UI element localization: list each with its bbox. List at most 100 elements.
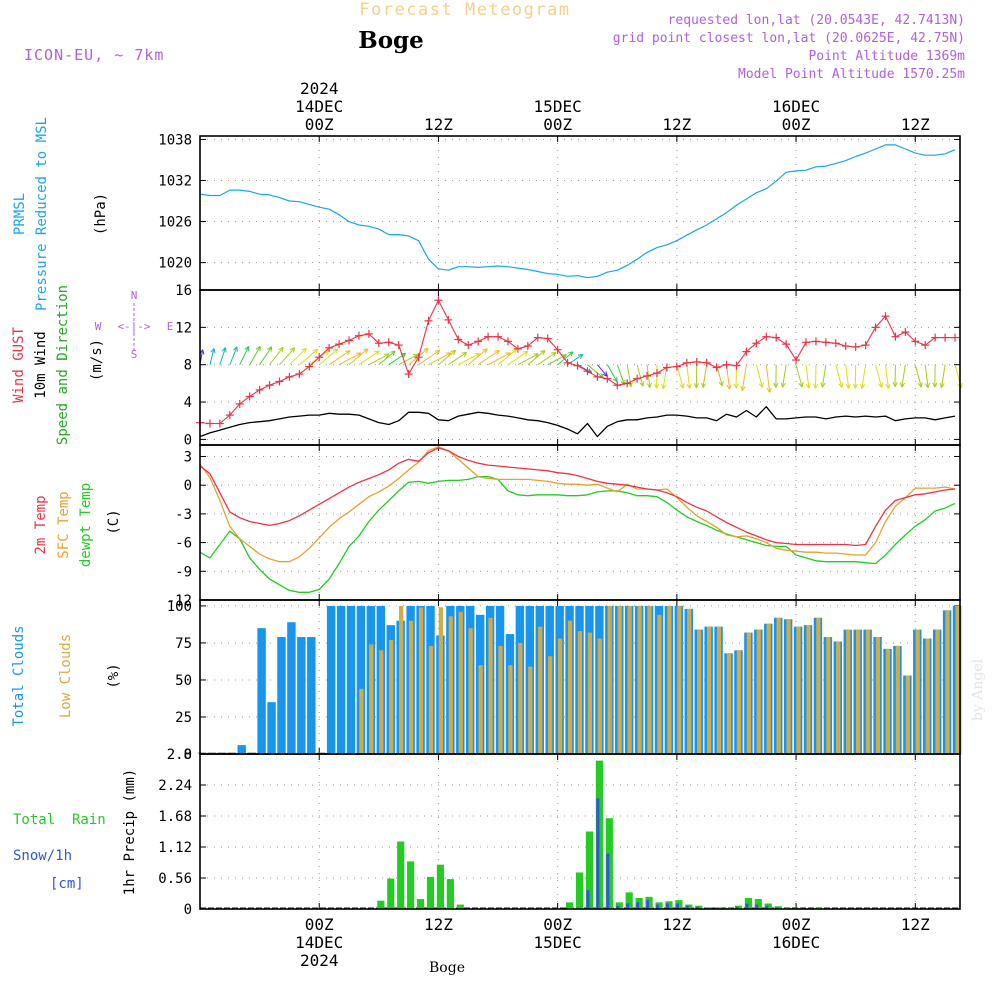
wind-arrow-head xyxy=(244,345,249,350)
compass-south: S xyxy=(131,348,138,361)
wind-arrow xyxy=(924,364,929,388)
wind-arrow xyxy=(636,364,644,387)
low-cloud-bar xyxy=(617,605,622,754)
wind-arrow-head xyxy=(679,384,684,389)
top-time-label: 15DEC xyxy=(534,97,582,116)
low-cloud-bar xyxy=(607,605,612,754)
snow-bar xyxy=(586,890,590,909)
watermark: by Angel xyxy=(970,658,986,721)
wind-arrow-head xyxy=(484,348,488,354)
temp-ytick-label: -6 xyxy=(175,536,192,552)
wind-arrow-head xyxy=(482,348,488,351)
wind-arrow-head xyxy=(920,382,923,388)
rain-bar xyxy=(575,872,584,909)
wind-arrow-head xyxy=(845,384,850,389)
snow-bar xyxy=(636,902,640,909)
snow-bar xyxy=(606,853,610,909)
bottom-time-label: 12Z xyxy=(424,915,453,934)
grid-point-coords: grid point closest lon,lat (20.0625E, 42… xyxy=(613,31,965,46)
total-cloud-bar xyxy=(307,637,316,754)
pressure-ytick-label: 1026 xyxy=(158,215,192,231)
low-cloud-bar xyxy=(498,645,503,754)
clouds-ytick-label: 25 xyxy=(175,710,192,726)
low-cloud-bar xyxy=(567,620,573,754)
wind-arrow-head xyxy=(841,382,844,388)
wind-arrow-head xyxy=(733,383,737,389)
wind-arrow xyxy=(835,364,843,388)
wind-arrow xyxy=(259,346,273,365)
wind-arrow-head xyxy=(939,382,942,388)
wind-compass-icon: N W E S <-|-> xyxy=(95,289,174,361)
wind-arrow-head xyxy=(661,383,664,389)
rain-label: Total Rain xyxy=(13,812,106,828)
rain-bar xyxy=(566,902,574,909)
wind-arrow-head xyxy=(570,351,574,357)
snow-bar xyxy=(695,906,699,909)
low-cloud-bar xyxy=(538,626,543,754)
rain-bar xyxy=(416,899,425,909)
total-cloud-bar xyxy=(297,637,306,754)
low-cloud-bar xyxy=(478,665,483,754)
precip-ytick-label: 0.56 xyxy=(158,871,192,887)
wind-arrow-head xyxy=(682,383,685,389)
precip-bars xyxy=(377,760,822,909)
wind-arrow-head xyxy=(425,348,429,354)
wind-arrow-head xyxy=(312,348,318,351)
wind-arrow-head xyxy=(202,349,205,355)
wind-arrow-head xyxy=(315,349,319,355)
wind-arrow xyxy=(507,350,529,366)
clouds-ytick-label: 100 xyxy=(167,599,192,615)
wind-arrow xyxy=(209,348,215,365)
total-cloud-bar xyxy=(267,702,276,754)
wind-arrow-head xyxy=(758,383,763,388)
low-cloud-bar xyxy=(627,605,632,754)
wind-arrow-head xyxy=(838,383,843,388)
precip-border xyxy=(199,753,961,910)
wind-ytick-label: 12 xyxy=(175,320,192,336)
wind-arrow xyxy=(676,364,684,389)
bottom-time-label: 15DEC xyxy=(534,933,582,952)
wind-arrow-head xyxy=(390,350,396,353)
wind-arrow xyxy=(606,364,618,382)
clouds-ytick-label: 0 xyxy=(184,747,192,763)
low-cloud-bar xyxy=(637,605,642,754)
wind-arrow-head xyxy=(304,348,307,354)
low-cloud-bar xyxy=(945,610,950,754)
wind-arrow-head xyxy=(735,383,739,389)
wind-arrow xyxy=(662,364,668,389)
wind-arrow xyxy=(795,364,803,388)
wind-arrow xyxy=(537,351,557,366)
precip-ytick-label: 2.8 xyxy=(167,747,192,763)
rain-bar xyxy=(387,878,395,909)
wind-arrow-head xyxy=(224,347,227,353)
wind-arrow-head xyxy=(524,351,529,356)
low-cloud-bar xyxy=(855,629,861,754)
wind-arrow-head xyxy=(514,348,518,354)
wind-arrow-head xyxy=(213,348,216,354)
snow-bar xyxy=(665,903,669,909)
wind-arrow-head xyxy=(721,380,724,387)
precip-ytick-label: 1.68 xyxy=(158,809,192,825)
wind-gust-markers xyxy=(196,296,960,428)
wind-arrow xyxy=(805,364,810,389)
wind-arrow-head xyxy=(820,382,823,388)
rain-bar xyxy=(625,892,633,909)
temp-sfc-label: SFC Temp xyxy=(56,491,72,558)
rain-bar xyxy=(426,876,435,909)
wind-arrow xyxy=(755,364,763,388)
wind-panel: 0 4 8 12 16 xyxy=(175,283,963,448)
wind-arrow-head xyxy=(815,383,819,389)
temp-ytick-label: -3 xyxy=(175,507,192,523)
wind-arrow xyxy=(497,348,518,366)
wind-arrow-head xyxy=(267,346,272,350)
wind-arrow-head xyxy=(347,350,351,356)
pressure-ytick-label: 1032 xyxy=(158,173,192,189)
low-cloud-bar xyxy=(746,632,751,754)
wind-arrow-head xyxy=(960,382,963,388)
wind-dir-label: Speed and Direction xyxy=(55,285,71,445)
wind-arrow xyxy=(269,347,284,366)
top-time-label: 2024 xyxy=(300,79,339,98)
low-cloud-bar xyxy=(925,638,930,754)
